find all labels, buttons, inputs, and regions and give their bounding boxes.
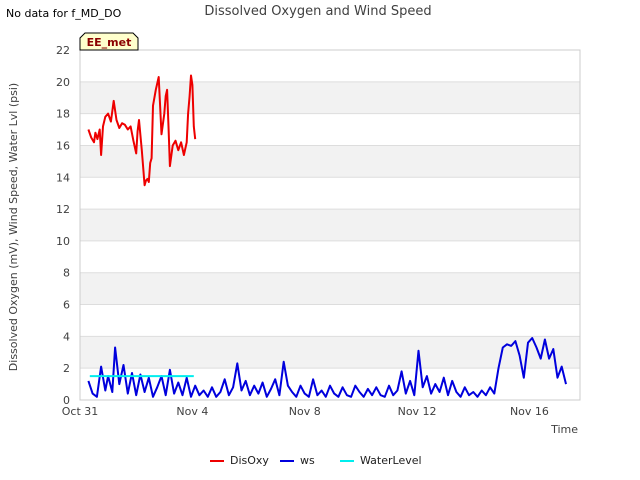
x-tick-label: Nov 12 xyxy=(398,405,437,418)
y-tick-label: 10 xyxy=(56,235,70,248)
background-bands xyxy=(80,81,580,369)
site-badge-label: EE_met xyxy=(87,36,132,49)
chart-title: Dissolved Oxygen and Wind Speed xyxy=(204,4,431,19)
background-band xyxy=(80,272,580,305)
legend-entry-ws: ws xyxy=(280,454,315,467)
x-tick-label: Nov 8 xyxy=(289,405,321,418)
no-data-notice: No data for f_MD_DO xyxy=(6,7,122,20)
x-tick-label: Nov 16 xyxy=(510,405,549,418)
legend-entry-waterlevel: WaterLevel xyxy=(340,454,422,467)
y-tick-label: 18 xyxy=(56,108,70,121)
y-tick-label: 14 xyxy=(56,171,70,184)
series-line-disoxy xyxy=(87,74,197,187)
y-tick-label: 20 xyxy=(56,76,70,89)
y-tick-label: 16 xyxy=(56,139,70,152)
y-tick-label: 0 xyxy=(63,394,70,407)
site-badge: EE_met xyxy=(79,32,139,51)
x-axis-ticks: Oct 31 Nov 4 Nov 8 Nov 12 Nov 16 xyxy=(62,405,549,418)
y-axis-label: Dissolved Oxygen (mV), Wind Speed, Water… xyxy=(7,83,20,371)
y-tick-label: 2 xyxy=(63,362,70,375)
y-tick-label: 8 xyxy=(63,267,70,280)
legend-label: DisOxy xyxy=(230,454,269,467)
x-tick-label: Nov 4 xyxy=(176,405,208,418)
legend-label: WaterLevel xyxy=(360,454,422,467)
series-line-ws xyxy=(87,337,567,398)
y-tick-label: 22 xyxy=(56,44,70,57)
plot-frame xyxy=(79,49,581,401)
x-axis-label: Time xyxy=(550,423,578,436)
series-lines xyxy=(87,74,567,398)
y-tick-label: 12 xyxy=(56,203,70,216)
y-tick-label: 4 xyxy=(63,330,70,343)
background-band xyxy=(80,209,580,241)
background-band xyxy=(80,145,580,178)
y-axis-ticks: 0 2 4 6 8 10 12 14 16 18 20 22 xyxy=(56,44,70,407)
y-tick-label: 6 xyxy=(63,299,70,312)
legend-entry-disoxy: DisOxy xyxy=(210,454,269,467)
legend-label: ws xyxy=(300,454,315,467)
background-band xyxy=(80,336,580,369)
background-band xyxy=(80,81,580,114)
x-tick-label: Oct 31 xyxy=(62,405,99,418)
legend: DisOxy ws WaterLevel xyxy=(210,454,422,467)
